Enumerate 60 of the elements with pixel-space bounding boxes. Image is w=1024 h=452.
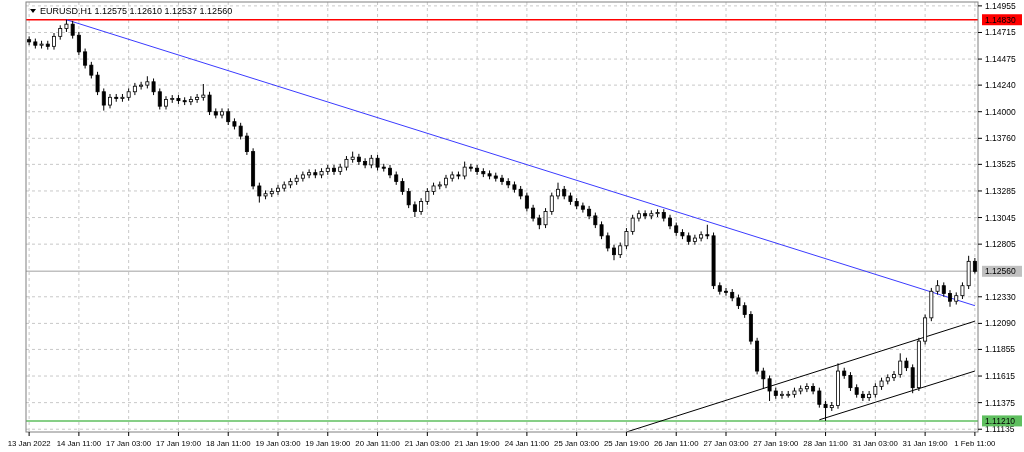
candlestick bbox=[220, 107, 224, 119]
y-tick-label: 1.11135 bbox=[985, 424, 1015, 435]
candlestick bbox=[27, 35, 32, 46]
candlestick bbox=[468, 163, 473, 173]
candlestick bbox=[332, 164, 336, 176]
candlestick bbox=[83, 48, 88, 69]
candlestick bbox=[356, 153, 361, 166]
candlestick bbox=[605, 232, 610, 252]
y-tick-label: 1.11375 bbox=[985, 397, 1016, 408]
candlestick bbox=[948, 289, 952, 308]
candlestick bbox=[244, 132, 249, 156]
candlestick bbox=[157, 87, 162, 110]
candlestick bbox=[524, 192, 529, 212]
candlestick bbox=[132, 82, 137, 96]
candlestick bbox=[692, 234, 697, 246]
candlestick bbox=[811, 382, 816, 395]
ref-line-label: 1.12560 bbox=[985, 266, 1016, 277]
candlestick bbox=[556, 182, 560, 200]
candlestick bbox=[699, 230, 704, 242]
candlestick bbox=[76, 31, 81, 56]
candlestick bbox=[307, 168, 312, 179]
ref-line-label: 1.14830 bbox=[985, 14, 1016, 25]
candlestick bbox=[898, 352, 903, 379]
y-tick-label: 1.14475 bbox=[985, 54, 1016, 65]
candlestick bbox=[780, 390, 784, 400]
y-tick-label: 1.14955 bbox=[985, 0, 1016, 11]
candlestick bbox=[580, 202, 585, 214]
candlestick bbox=[101, 87, 106, 112]
y-tick-label: 1.13045 bbox=[985, 212, 1016, 223]
candlestick bbox=[475, 164, 480, 176]
candlestick bbox=[195, 93, 200, 104]
ref-line-label: 1.11210 bbox=[985, 415, 1016, 426]
candlestick bbox=[363, 157, 368, 169]
candlestick bbox=[804, 382, 809, 393]
candlestick bbox=[549, 192, 554, 216]
candlestick bbox=[724, 287, 728, 297]
candlestick bbox=[188, 95, 193, 106]
y-tick-label: 1.12805 bbox=[985, 239, 1016, 250]
candlestick bbox=[892, 370, 896, 382]
candlestick bbox=[300, 171, 305, 183]
candlestick bbox=[636, 209, 641, 222]
y-tick-label: 1.13525 bbox=[985, 159, 1016, 170]
candlestick bbox=[139, 81, 144, 91]
candlestick bbox=[500, 174, 504, 186]
y-tick-label: 1.11615 bbox=[985, 371, 1016, 382]
y-tick-label: 1.12330 bbox=[985, 291, 1016, 302]
y-tick-label: 1.14000 bbox=[985, 106, 1016, 117]
y-tick-label: 1.13760 bbox=[985, 133, 1016, 144]
candlestick bbox=[860, 390, 865, 402]
y-tick-label: 1.12090 bbox=[985, 318, 1016, 329]
chart-title: EURUSD.H1 1.12575 1.12610 1.12537 1.12560 bbox=[40, 6, 233, 16]
candlestick bbox=[412, 200, 417, 218]
candlestick bbox=[643, 209, 648, 220]
y-tick-label: 1.14715 bbox=[985, 27, 1016, 38]
y-tick-label: 1.11855 bbox=[985, 344, 1016, 355]
candlestick bbox=[164, 95, 168, 110]
candlestick bbox=[276, 184, 280, 196]
y-tick-label: 1.14240 bbox=[985, 80, 1016, 91]
y-tick-label: 1.13285 bbox=[985, 185, 1016, 196]
candlestick bbox=[867, 390, 872, 402]
